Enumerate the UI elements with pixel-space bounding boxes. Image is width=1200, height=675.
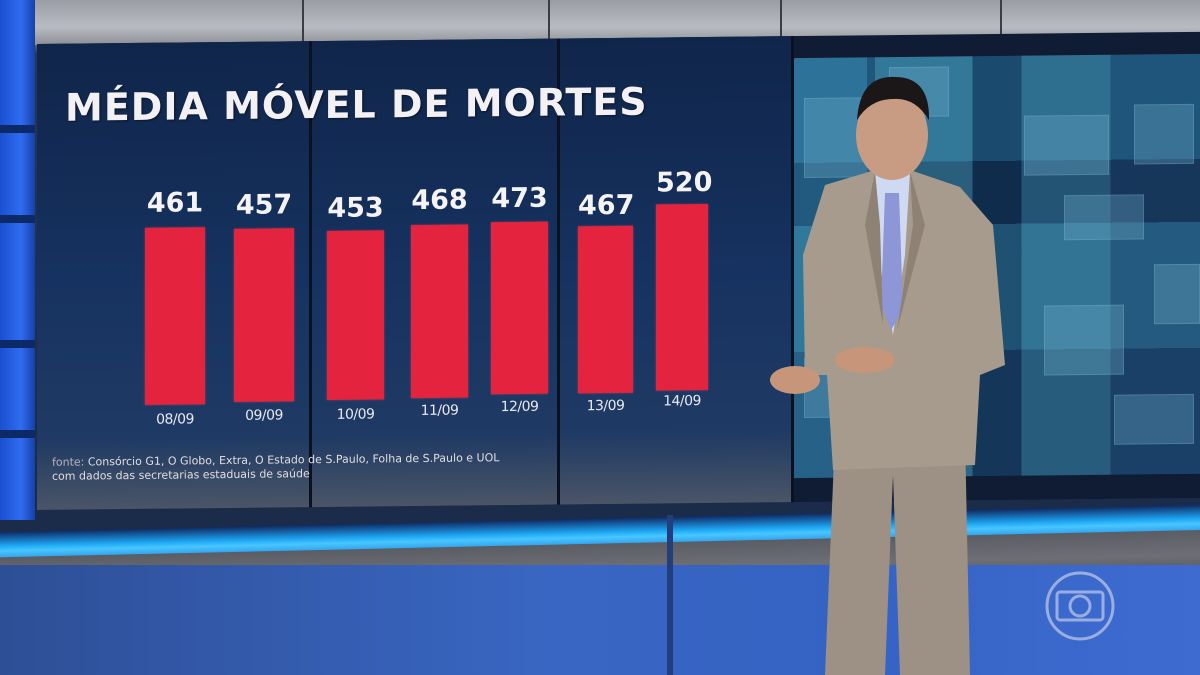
bar-value: 461 [146,187,204,219]
video-wall: MÉDIA MÓVEL DE MORTES 461 08/09 457 09/0… [37,31,1200,510]
bar-14-09: 520 14/09 [656,166,713,438]
bar-value: 457 [235,189,293,221]
ceiling-seam [548,0,550,45]
bar-12-09: 473 12/09 [491,183,548,434]
bar-fill [491,221,548,395]
photo-tile [1024,114,1109,176]
pillar-band [0,430,35,438]
bar-fill [145,227,205,405]
bar-value: 520 [656,166,713,199]
photo-tile [1064,194,1144,241]
bar-10-09: 453 10/09 [327,192,384,443]
bar-date-label: 11/09 [420,402,459,419]
pillar-band [0,215,35,223]
chart-title: MÉDIA MÓVEL DE MORTES [65,79,648,130]
bar-date-label: 12/09 [500,398,539,416]
bar-value: 468 [411,184,468,217]
bar-date-label: 09/09 [245,407,283,424]
ceiling-seam [1000,0,1002,45]
bar-value: 467 [578,189,635,222]
bar-fill [656,203,708,391]
source-prefix: fonte: [52,455,85,469]
studio-floor [0,565,1200,675]
photo-tile [1134,103,1194,165]
bar-date-label: 14/09 [663,393,701,410]
bar-date-label: 10/09 [336,406,375,423]
bar-fill [411,224,468,399]
bar-fill [327,230,384,400]
photo-tile [1114,393,1194,445]
bar-fill [234,228,294,402]
floor-seam [667,515,673,675]
blue-pillar [0,0,35,520]
bar-value: 473 [491,182,548,215]
globo-logo-icon [1045,571,1115,641]
chart-source-note: fonte: Consórcio G1, O Globo, Extra, O E… [52,451,499,484]
ceiling-seam [780,0,782,45]
bar-date-label: 08/09 [156,411,194,428]
news-presenter [770,76,1005,675]
photo-tile [1154,263,1200,325]
bar-value: 453 [327,192,384,224]
bar-11-09: 468 11/09 [411,184,468,435]
bar-chart: MÉDIA MÓVEL DE MORTES 461 08/09 457 09/0… [37,36,794,510]
bar-08-09: 461 08/09 [145,187,205,438]
bar-09-09: 457 09/09 [234,189,294,440]
bar-date-label: 13/09 [586,397,625,415]
bar-fill [578,225,633,394]
pillar-band [0,125,35,133]
photo-tile [1044,304,1124,376]
pillar-band [0,340,35,348]
bar-13-09: 467 13/09 [578,189,635,441]
ceiling-seam [302,0,304,45]
